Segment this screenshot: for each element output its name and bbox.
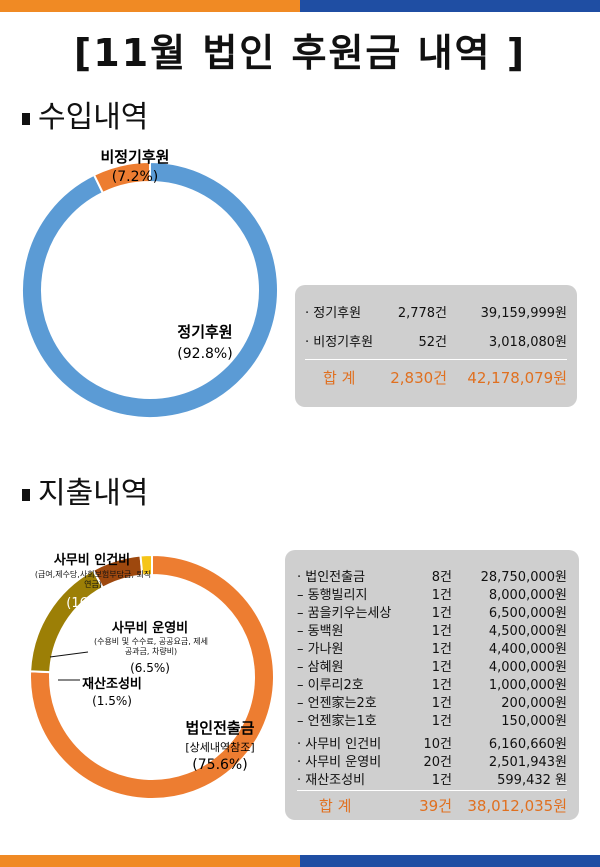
slice-pct-corporate: (75.6%): [192, 757, 247, 773]
slice-asset-cost: [139, 553, 153, 577]
bottom-color-bar: [0, 855, 600, 867]
slice-pct-personnel: (16.2%): [66, 596, 117, 611]
income-summary-box: · 정기후원 2,778건 39,159,999원 · 비정기후원 52건 3,…: [295, 285, 577, 407]
slice-pct-asset: (1.5%): [92, 694, 132, 708]
slice-label-regular: 정기후원: [177, 323, 232, 341]
slice-note-corporate: [상세내역참조]: [185, 741, 254, 754]
personnel-note: (급여,제수당,사회보험부담금, 퇴직연금): [34, 570, 152, 589]
expense-heading: 지출내역: [22, 468, 148, 512]
top-color-bar: [0, 0, 600, 12]
expense-donut-chart: 법인전출금 [상세내역참조] (75.6%) 사무비 인건비 (16.2%) 사…: [29, 552, 275, 800]
slice-corporate-transfer: [29, 553, 275, 800]
slice-pct-regular: (92.8%): [177, 346, 232, 362]
income-donut-chart: 정기후원 (92.8%) 비정기후원 (7.2%): [21, 148, 279, 419]
slice-pct-irregular: (7.2%): [112, 169, 159, 185]
operation-note: (수용비 및 수수료, 공공요금, 제세공과금, 차량비): [93, 637, 209, 656]
slice-irregular-donation: [92, 160, 151, 195]
slice-label-operation: 사무비 운영비: [112, 620, 188, 636]
expense-summary-box: · 법인전출금 8건 28,750,000원 – 동행빌리지 1건 8,000,000원 –…: [285, 550, 579, 820]
slice-label-irregular: 비정기후원: [100, 148, 169, 166]
slice-label-corporate: 법인전출금: [185, 719, 254, 737]
page-title: [11월 법인 후원금 내역 ]: [73, 31, 527, 75]
slice-regular-donation: [21, 160, 279, 419]
slice-label-asset: 재산조성비: [82, 676, 142, 692]
slice-label-personnel: 사무비 인건비: [54, 552, 130, 568]
operation-leader-line: [49, 651, 89, 658]
slice-pct-operation: (6.5%): [130, 661, 170, 675]
income-heading: 수입내역: [22, 92, 148, 136]
